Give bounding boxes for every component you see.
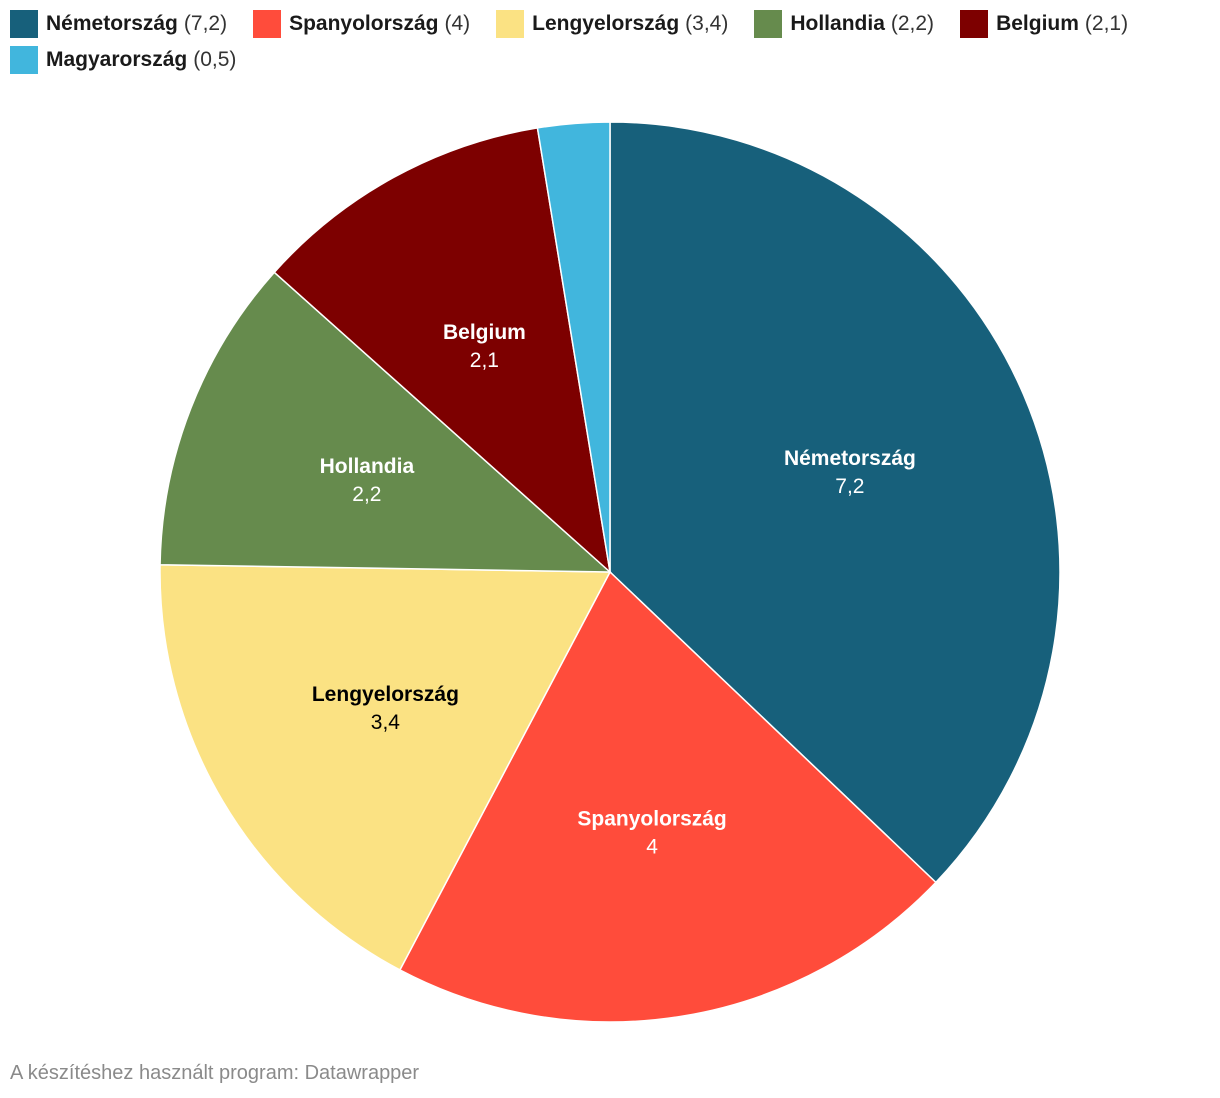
slice-name-label: Németország	[784, 447, 916, 470]
pie-slice	[159, 271, 613, 573]
legend-value: (0,5)	[193, 48, 237, 71]
legend-swatch	[10, 46, 38, 74]
legend-swatch	[754, 10, 783, 38]
slice-value-label: 4	[646, 836, 658, 859]
legend-item: Magyarország (0,5)	[10, 46, 236, 74]
slice-name-label: Lengyelország	[312, 683, 459, 706]
legend-value: (2,2)	[890, 12, 935, 35]
legend-swatch	[10, 10, 38, 38]
legend-item: Spanyolország (4)	[253, 10, 470, 38]
slice-value-label: 2,2	[352, 483, 381, 506]
legend-label: Németország	[46, 12, 178, 35]
legend-label: Lengyelország	[532, 12, 680, 35]
pie-slice	[536, 121, 611, 573]
pie-slice	[609, 121, 1061, 884]
legend-swatch	[496, 10, 525, 38]
pie-slice	[159, 563, 612, 971]
legend-label: Hollandia	[790, 12, 885, 35]
legend-label: Belgium	[996, 12, 1079, 35]
pie-slice	[398, 570, 937, 1023]
slice-value-label: 2,1	[470, 349, 499, 372]
legend-value: (3,4)	[685, 12, 729, 35]
slice-value-label: 7,2	[835, 475, 864, 498]
legend-item: Lengyelország (3,4)	[496, 10, 728, 38]
legend-swatch	[253, 10, 282, 38]
legend-swatch	[960, 10, 989, 38]
legend-label: Spanyolország	[289, 12, 439, 35]
pie-slices	[159, 121, 1061, 1023]
slice-name-label: Hollandia	[320, 455, 415, 478]
legend-label: Magyarország	[46, 48, 188, 71]
slice-name-label: Belgium	[443, 321, 526, 344]
footer-credit: A készítéshez használt program: Datawrap…	[10, 1062, 420, 1084]
legend-item: Hollandia (2,2)	[754, 10, 934, 38]
legend-value: (7,2)	[183, 12, 228, 35]
legend-item: Belgium (2,1)	[960, 10, 1128, 38]
slice-value-label: 3,4	[371, 711, 401, 734]
legend-value: (4)	[444, 12, 471, 35]
slice-name-label: Spanyolország	[577, 808, 726, 831]
slice-labels: Németország 7,2 Spanyolország 4 Lengyelorszá…	[312, 321, 916, 858]
legend-item: Németország (7,2)	[10, 10, 227, 38]
pie-slice	[273, 127, 612, 574]
legend-value: (2,1)	[1084, 12, 1129, 35]
chart-legend: Németország (7,2) Spanyolország (4) Lengyelo…	[10, 10, 1210, 74]
